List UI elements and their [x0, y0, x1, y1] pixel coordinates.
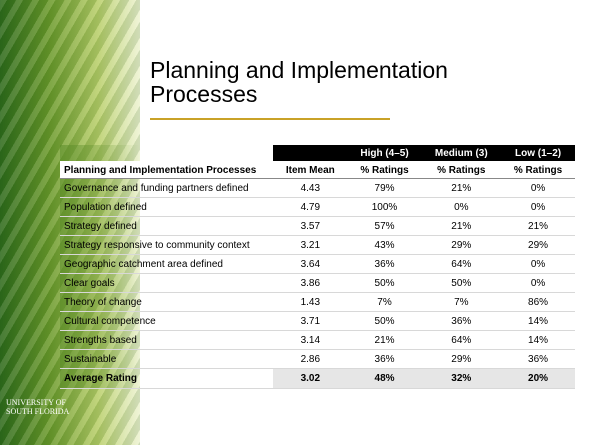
table-cell: 36% [347, 349, 422, 369]
table-cell: 43% [347, 235, 422, 255]
table-row: Strengths based 3.14 21% 64% 14% [60, 330, 575, 350]
table-cell: 21% [501, 216, 575, 236]
table-cell: Cultural competence [60, 311, 273, 331]
table-cell [273, 145, 348, 162]
table-cell: 21% [347, 330, 422, 350]
table-cell: 4.43 [273, 178, 348, 198]
table-cell: 14% [501, 311, 575, 331]
table-cell: 64% [421, 254, 502, 274]
table-cell: 86% [501, 292, 575, 312]
table-cell: Strengths based [60, 330, 273, 350]
table-cell: 48% [347, 368, 422, 389]
table-cell: 64% [421, 330, 502, 350]
table-cell: High (4–5) [347, 145, 422, 162]
table-cell: 50% [421, 273, 502, 293]
table-row: Cultural competence 3.71 50% 36% 14% [60, 311, 575, 331]
table-cell: 3.71 [273, 311, 348, 331]
table-cell: 29% [421, 235, 502, 255]
table-cell: 32% [421, 368, 502, 389]
table-cell: % Ratings [421, 161, 502, 179]
table-cell: 50% [347, 273, 422, 293]
ratings-table: High (4–5) Medium (3) Low (1–2) Planning an… [60, 145, 575, 389]
table-cell: 21% [421, 178, 502, 198]
table-cell: 36% [501, 349, 575, 369]
table-cell: 20% [501, 368, 575, 389]
table-cell: 0% [421, 197, 502, 217]
table-cell: Strategy defined [60, 216, 273, 236]
table-cell: Strategy responsive to community context [60, 235, 273, 255]
table-cell: 50% [347, 311, 422, 331]
logo-line: University of [6, 398, 66, 407]
table-cell: Low (1–2) [501, 145, 575, 162]
table-cell: % Ratings [347, 161, 422, 179]
table-cell: Theory of change [60, 292, 273, 312]
table-cell: 100% [347, 197, 422, 217]
table-cell: 0% [501, 273, 575, 293]
table-cell: % Ratings [501, 161, 575, 179]
table-cell: 36% [347, 254, 422, 274]
table-cell [60, 145, 273, 162]
table-cell: 29% [501, 235, 575, 255]
slide-title: Planning and Implementation Processes [150, 57, 448, 107]
table-cell: Average Rating [60, 368, 273, 389]
title-rule [150, 118, 390, 120]
table-cell: Clear goals [60, 273, 273, 293]
table-cell: Governance and funding partners defined [60, 178, 273, 198]
footer-row: Average Rating 3.02 48% 32% 20% [60, 368, 575, 389]
table-cell: 57% [347, 216, 422, 236]
logo-line: South Florida [6, 407, 70, 416]
table-cell: 3.57 [273, 216, 348, 236]
table-cell: 14% [501, 330, 575, 350]
table-cell: 0% [501, 178, 575, 198]
header-row: High (4–5) Medium (3) Low (1–2) [60, 145, 575, 162]
table-cell: Geographic catchment area defined [60, 254, 273, 274]
table-cell: 21% [421, 216, 502, 236]
table-cell: Item Mean [273, 161, 348, 179]
table-cell: 3.64 [273, 254, 348, 274]
table-cell: Planning and Implementation Processes [60, 161, 273, 179]
table-cell: 3.14 [273, 330, 348, 350]
table-cell: Medium (3) [421, 145, 502, 162]
table-cell: 0% [501, 254, 575, 274]
table-row: Sustainable 2.86 36% 29% 36% [60, 349, 575, 369]
header-row: Planning and Implementation Processes Ite… [60, 161, 575, 179]
table-row: Theory of change 1.43 7% 7% 86% [60, 292, 575, 312]
table-row: Governance and funding partners defined 4… [60, 178, 575, 198]
table-cell: 1.43 [273, 292, 348, 312]
table-cell: 2.86 [273, 349, 348, 369]
table-cell: 3.86 [273, 273, 348, 293]
table-row: Strategy defined 3.57 57% 21% 21% [60, 216, 575, 236]
table-cell: 7% [347, 292, 422, 312]
table-row: Clear goals 3.86 50% 50% 0% [60, 273, 575, 293]
logo: University of South Florida [6, 398, 69, 416]
table-cell: Sustainable [60, 349, 273, 369]
table-row: Geographic catchment area defined 3.64 36%… [60, 254, 575, 274]
table-row: Strategy responsive to community context… [60, 235, 575, 255]
table-cell: 36% [421, 311, 502, 331]
table-row: Population defined 4.79 100% 0% 0% [60, 197, 575, 217]
table-cell: 3.02 [273, 368, 348, 389]
table-cell: 7% [421, 292, 502, 312]
table-cell: 29% [421, 349, 502, 369]
table-cell: 4.79 [273, 197, 348, 217]
table-cell: Population defined [60, 197, 273, 217]
table-cell: 3.21 [273, 235, 348, 255]
table-cell: 0% [501, 197, 575, 217]
table-cell: 79% [347, 178, 422, 198]
